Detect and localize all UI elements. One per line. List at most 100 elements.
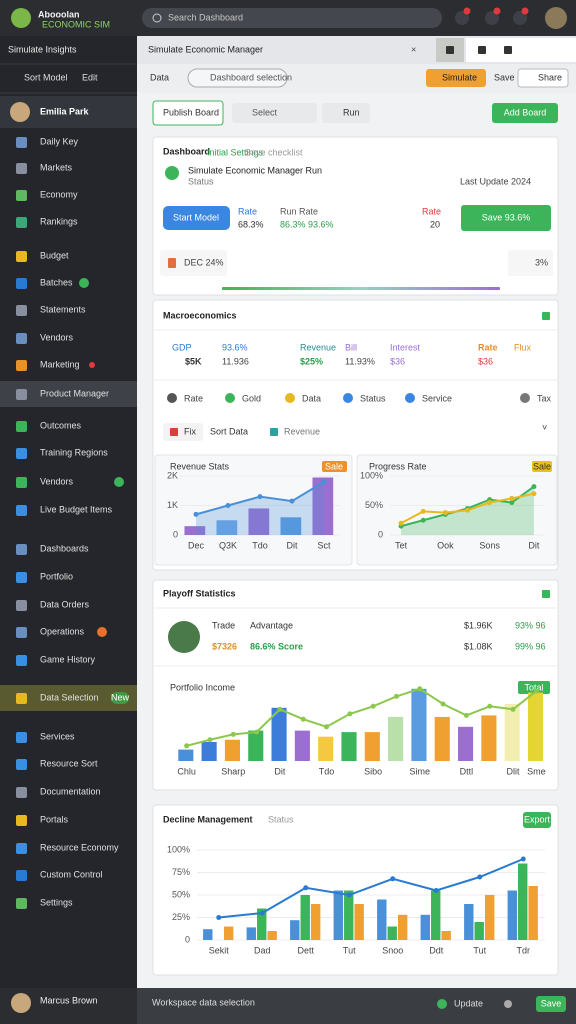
- notification-button[interactable]: [485, 11, 499, 25]
- point: [417, 686, 423, 692]
- y-tick-label: 50%: [365, 500, 383, 510]
- nav-item[interactable]: Game History: [40, 654, 96, 664]
- nav-item[interactable]: Live Budget Items: [40, 504, 113, 514]
- model-name: Simulate Economic Manager Run: [188, 165, 322, 175]
- nav-icon: [16, 421, 27, 432]
- nav-icon: [16, 544, 27, 555]
- chart-badge-text: Total: [524, 682, 543, 692]
- macro-icon-label[interactable]: Tax: [537, 393, 552, 403]
- nav-item[interactable]: Batches: [40, 277, 73, 287]
- add-board-button[interactable]: [492, 103, 558, 123]
- nav-item[interactable]: Daily Key: [40, 136, 79, 146]
- nav-item[interactable]: Vendors: [40, 476, 74, 486]
- x-tick-label: Sct: [317, 540, 331, 550]
- playoff-value: 99% 96: [515, 641, 546, 651]
- point: [465, 507, 470, 513]
- nav-item[interactable]: Marketing: [40, 359, 80, 369]
- x-tick-label: Dttl: [460, 766, 474, 776]
- sort-button[interactable]: Sort Model: [24, 72, 68, 82]
- bar: [528, 886, 538, 940]
- filter-label[interactable]: Sort Data: [210, 426, 248, 436]
- nav-item[interactable]: Data Selection: [40, 692, 99, 702]
- point: [390, 876, 396, 882]
- start-button[interactable]: [163, 206, 230, 230]
- chart-title: Revenue Stats: [170, 461, 230, 471]
- nav-icon: [16, 843, 27, 854]
- notification-button[interactable]: [513, 11, 527, 25]
- data-tab[interactable]: Data: [150, 72, 169, 82]
- nav-item[interactable]: Product Manager: [40, 388, 109, 398]
- nav-item[interactable]: Training Regions: [40, 447, 108, 457]
- nav-icon: [16, 163, 27, 174]
- nav-icon: [16, 477, 27, 488]
- publish-tab[interactable]: [152, 100, 224, 126]
- playoff-value: $1.96K: [464, 620, 493, 630]
- edit-button[interactable]: Edit: [82, 72, 98, 82]
- share-button[interactable]: [517, 68, 569, 88]
- selection-pill[interactable]: [187, 68, 288, 88]
- nav-item[interactable]: Settings: [40, 897, 73, 907]
- last-update: Last Update 2024: [460, 176, 531, 186]
- status-dropdown[interactable]: Status: [268, 814, 294, 824]
- export-button[interactable]: [523, 812, 551, 828]
- tab-icon: [478, 46, 486, 54]
- nav-item[interactable]: Custom Control: [40, 869, 103, 879]
- filter-label[interactable]: Revenue: [284, 426, 320, 436]
- bar: [280, 517, 302, 535]
- nav-item[interactable]: Statements: [40, 304, 86, 314]
- share-text: Share: [538, 72, 562, 82]
- search-text[interactable]: Search Dashboard: [168, 12, 243, 22]
- x-tick-label: Dit: [287, 540, 298, 550]
- macro-icon: [405, 393, 415, 403]
- nav-icon: [16, 305, 27, 316]
- start-text: Start Model: [173, 212, 219, 222]
- nav-item[interactable]: Dashboards: [40, 543, 89, 553]
- save-button[interactable]: [536, 996, 566, 1012]
- logo-sub: ECONOMIC SIM: [42, 19, 110, 29]
- x-tick-label: Sibo: [364, 766, 382, 776]
- point: [433, 888, 439, 893]
- simulate-button[interactable]: [426, 69, 486, 87]
- chart-title: Portfolio Income: [170, 682, 235, 692]
- select-dropdown[interactable]: [232, 103, 317, 123]
- notification-button[interactable]: [455, 11, 469, 25]
- search-box[interactable]: [142, 8, 442, 28]
- nav-item[interactable]: Resource Sort: [40, 758, 98, 768]
- bottom-text: Workspace data selection: [152, 997, 255, 1007]
- nav-item[interactable]: Documentation: [40, 786, 101, 796]
- macro-icon-label[interactable]: Status: [360, 393, 386, 403]
- nav-icon: [16, 732, 27, 743]
- nav-item[interactable]: Markets: [40, 162, 73, 172]
- x-tick-label: Sharp: [221, 766, 245, 776]
- nav-icon: [16, 627, 27, 638]
- nav-item[interactable]: Operations: [40, 626, 85, 636]
- macro-icon-label[interactable]: Data: [302, 393, 321, 403]
- nav-item[interactable]: Services: [40, 731, 75, 741]
- run-button[interactable]: [322, 103, 370, 123]
- macro-icon-label[interactable]: Service: [422, 393, 452, 403]
- nav-item[interactable]: Vendors: [40, 332, 74, 342]
- nav-item[interactable]: Resource Economy: [40, 842, 119, 852]
- save-button[interactable]: Save: [494, 72, 515, 82]
- nav-icon: [16, 870, 27, 881]
- macro-icon-label[interactable]: Rate: [184, 393, 203, 403]
- macro-stat: Bill: [345, 342, 357, 352]
- output-icon: [168, 258, 176, 268]
- point: [420, 508, 426, 514]
- filter-chip[interactable]: [163, 423, 203, 441]
- nav-item[interactable]: Outcomes: [40, 420, 82, 430]
- nav-item[interactable]: Economy: [40, 189, 78, 199]
- stat: 20: [430, 219, 440, 229]
- chart-badge: [322, 461, 347, 472]
- macro-icon-label[interactable]: Gold: [242, 393, 261, 403]
- nav-item[interactable]: Portals: [40, 814, 69, 824]
- save-stat-button[interactable]: [461, 205, 551, 231]
- nav-icon: [16, 251, 27, 262]
- nav-item[interactable]: Data Orders: [40, 599, 90, 609]
- bar: [484, 895, 495, 940]
- nav-item[interactable]: Portfolio: [40, 571, 73, 581]
- update-button[interactable]: Update: [454, 998, 483, 1008]
- nav-item[interactable]: Rankings: [40, 216, 78, 226]
- x-tick-label: Dlit: [507, 766, 520, 776]
- nav-item[interactable]: Budget: [40, 250, 69, 260]
